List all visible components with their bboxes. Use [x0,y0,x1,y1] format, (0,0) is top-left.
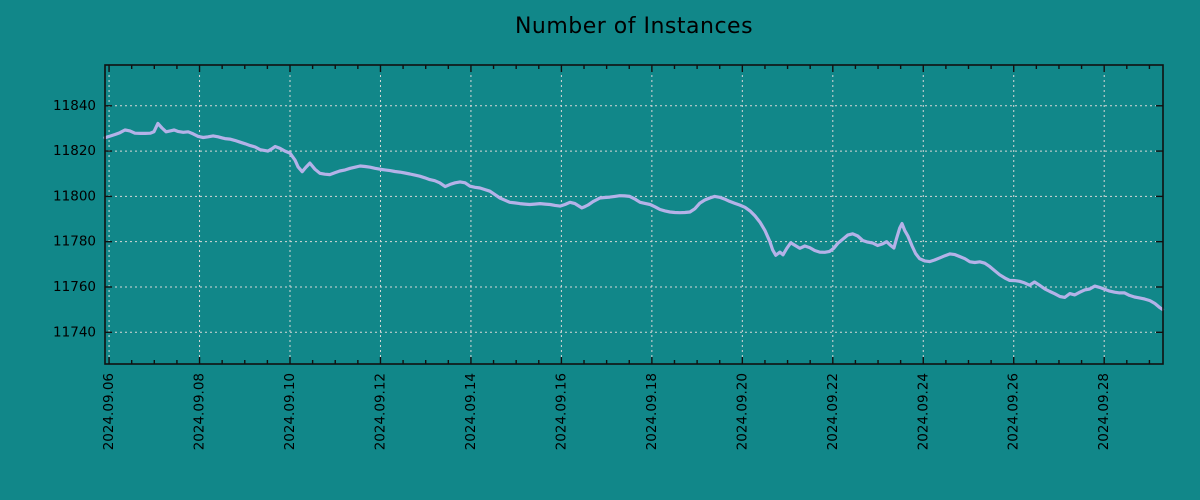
x-tick-label: 2024.09.06 [101,373,117,450]
plot-border [104,64,1164,365]
x-tick-label: 2024.09.26 [1006,373,1022,450]
x-tick-label: 2024.09.24 [915,373,931,450]
x-tick-label: 2024.09.12 [372,373,388,450]
x-tick-label: 2024.09.18 [644,373,660,450]
series-line-instances [103,121,1165,311]
y-tick-label: 11780 [53,234,96,250]
y-tick-label: 11820 [53,143,96,159]
x-tick-label: 2024.09.28 [1096,373,1112,450]
x-tick-label: 2024.09.14 [463,373,479,450]
x-tick-label: 2024.09.16 [553,373,569,450]
chart-title: Number of Instances [514,14,754,39]
y-tick-label: 11740 [53,324,96,340]
y-tick-label: 11760 [53,279,96,295]
x-tick-label: 2024.09.20 [734,373,750,450]
y-tick-label: 11840 [53,98,96,114]
x-tick-label: 2024.09.10 [282,373,298,450]
x-tick-label: 2024.09.22 [825,373,841,450]
x-tick-label: 2024.09.08 [192,373,208,450]
y-tick-label: 11800 [53,188,96,204]
